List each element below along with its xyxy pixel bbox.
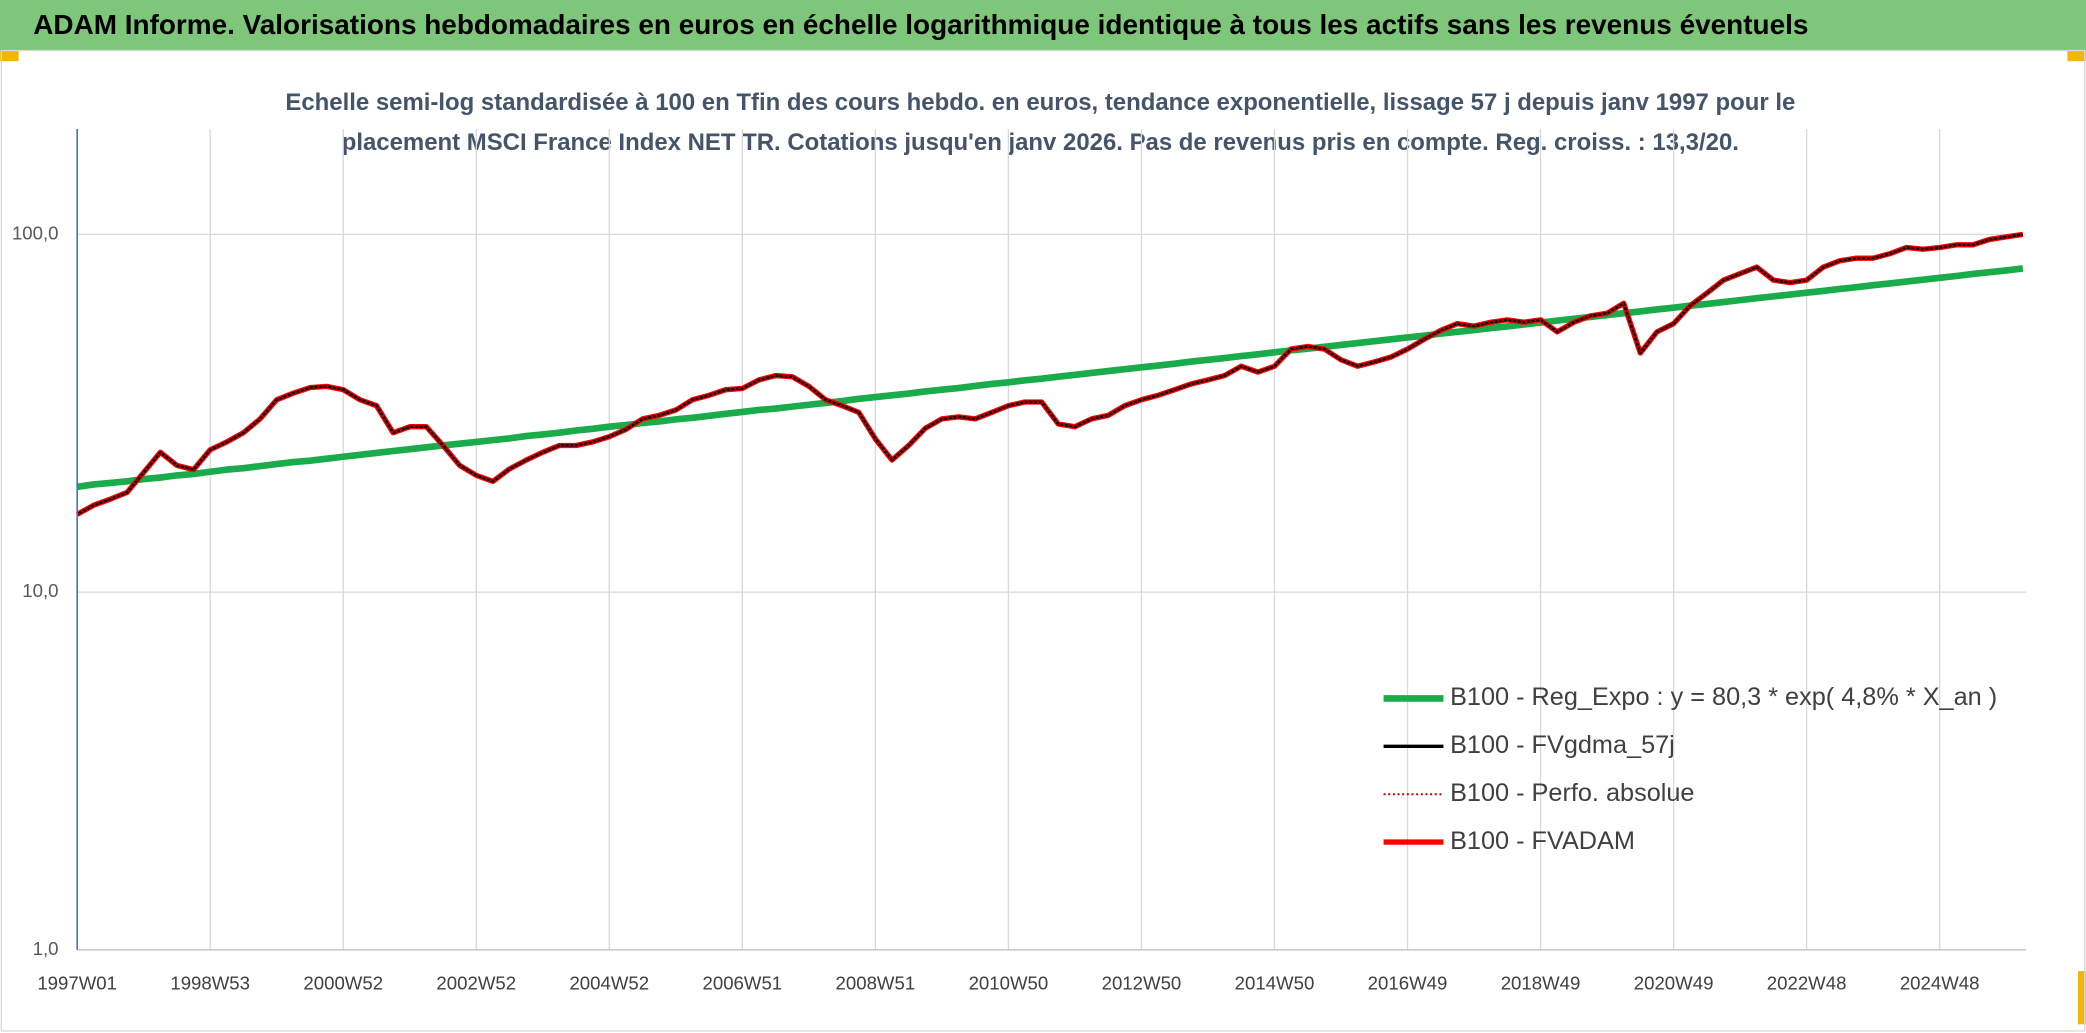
chart-subtitle: placement MSCI France Index NET TR. Cota… xyxy=(342,129,1739,156)
x-tick-label: 1998W53 xyxy=(170,972,250,993)
x-tick-label: 2020W49 xyxy=(1634,972,1714,993)
grid xyxy=(77,129,2027,951)
corner-mark xyxy=(0,50,19,62)
chart-subtitle: Echelle semi-log standardisée à 100 en T… xyxy=(285,89,1795,116)
corner-mark xyxy=(2067,50,2086,62)
legend-label: B100 - FVADAM xyxy=(1450,827,1635,855)
plot-lines xyxy=(75,231,2024,517)
chart-title: ADAM Informe. Valorisations hebdomadaire… xyxy=(33,9,1808,40)
x-tick-label: 2000W52 xyxy=(303,972,383,993)
x-tick-label: 2018W49 xyxy=(1501,972,1581,993)
x-tick-label: 2010W50 xyxy=(969,972,1049,993)
series-line xyxy=(76,265,2024,491)
y-tick-label: 100,0 xyxy=(12,222,59,243)
x-tick-label: 2002W52 xyxy=(436,972,516,993)
legend-label: B100 - FVgdma_57j xyxy=(1450,731,1675,759)
x-tick-label: 2006W51 xyxy=(703,972,783,993)
legend: B100 - Reg_Expo : y = 80,3 * exp( 4,8% *… xyxy=(1383,683,1997,855)
x-tick-label: 2014W50 xyxy=(1235,972,1315,993)
legend-label: B100 - Perfo. absolue xyxy=(1450,779,1694,807)
y-tick-label: 1,0 xyxy=(33,938,59,959)
corner-mark xyxy=(2078,971,2086,1025)
legend-label: B100 - Reg_Expo : y = 80,3 * exp( 4,8% *… xyxy=(1450,683,1997,711)
series-line xyxy=(76,233,2023,516)
x-tick-label: 2022W48 xyxy=(1767,972,1847,993)
x-tick-label: 2004W52 xyxy=(569,972,649,993)
x-tick-label: 2016W49 xyxy=(1368,972,1448,993)
x-tick-label: 2008W51 xyxy=(836,972,916,993)
x-tick-label: 2012W50 xyxy=(1102,972,1182,993)
y-tick-label: 10,0 xyxy=(22,580,58,601)
x-tick-label: 2024W48 xyxy=(1900,972,1980,993)
axes: 1,0 10,0 100,0 1997W01 1998W53 2000W52 2002W52… xyxy=(12,129,2027,993)
frame xyxy=(0,49,2086,1032)
header-bar xyxy=(0,0,2086,51)
x-tick-label: 1997W01 xyxy=(37,972,117,993)
